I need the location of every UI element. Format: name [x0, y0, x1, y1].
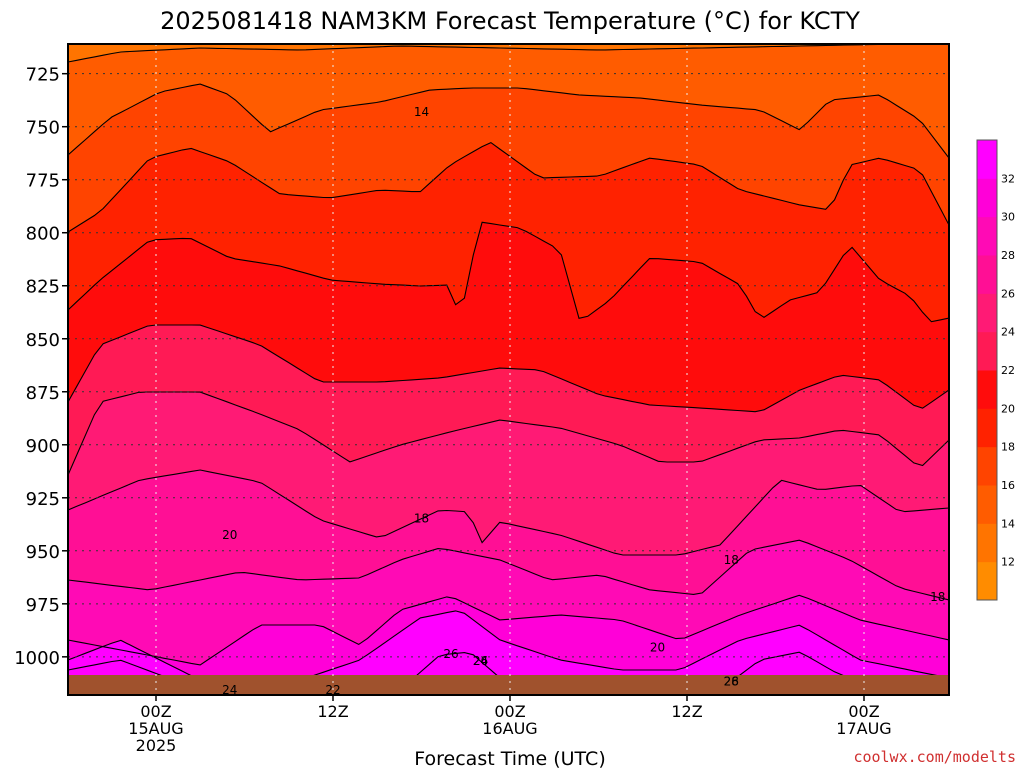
contour-label: 18: [930, 590, 945, 604]
contour-line: [68, 391, 949, 476]
colorbar-segment: [977, 216, 997, 256]
colorbar-tick-label: 32: [1001, 172, 1015, 185]
y-axis: 725 750 775 800 825 850 875 900 925 950 975 1000: [14, 65, 68, 669]
x-tick-label: 00Z: [848, 702, 879, 721]
ground-layer: [68, 675, 949, 695]
x-axis-label: Forecast Time (UTC): [414, 748, 605, 768]
y-tick-label: 850: [26, 330, 60, 351]
contour-label: 20: [222, 528, 237, 542]
temp-band: [68, 44, 949, 62]
contour-line: [68, 44, 949, 63]
temp-band: [68, 392, 949, 555]
temp-band: [68, 595, 949, 680]
contour-lines: [68, 44, 949, 691]
contour-label: 24: [222, 683, 237, 697]
y-tick-label: 725: [26, 65, 60, 86]
contour-line: [68, 539, 949, 601]
contour-line: [68, 324, 949, 413]
y-tick-label: 950: [26, 542, 60, 563]
colorbar-tick-label: 18: [1001, 441, 1015, 454]
x-tick-label: 00Z: [494, 702, 525, 721]
colorbar-tick-label: 26: [1001, 287, 1015, 300]
watermark[interactable]: coolwx.com/modelts: [853, 748, 1016, 766]
contour-label: 14: [414, 105, 429, 119]
temperature-bands: [68, 44, 949, 695]
contour-labels: 1414161818182020202222242424262626262828: [222, 105, 945, 697]
x-tick-label: 17AUG: [836, 719, 891, 738]
contour-label: 18: [414, 512, 429, 526]
colorbar-segment: [977, 140, 997, 179]
chart-title: 2025081418 NAM3KM Forecast Temperature (…: [160, 7, 860, 35]
y-tick-label: 875: [26, 383, 60, 404]
colorbar-segment: [977, 370, 997, 409]
colorbar-frame: [976, 139, 998, 601]
colorbar-segment: [977, 485, 997, 524]
temp-band: [68, 222, 949, 412]
contour-line: [68, 594, 949, 666]
contour-label: 24: [473, 654, 488, 668]
y-tick-label: 900: [26, 436, 60, 457]
contour-label: 26: [473, 654, 488, 668]
temp-band: [68, 540, 949, 665]
colorbar-tick-label: 28: [1001, 249, 1015, 262]
colorbar-tick-label: 30: [1001, 211, 1015, 224]
x-tick-label: 16AUG: [482, 719, 537, 738]
plot-frame: [67, 43, 950, 696]
colorbar-tick-label: 12: [1001, 556, 1015, 569]
temp-band: [68, 470, 949, 600]
colorbar-segment: [977, 446, 997, 486]
contour-label: 26: [724, 675, 739, 689]
contour-line: [68, 469, 949, 556]
colorbar-segment: [977, 293, 997, 333]
colorbar-segment: [977, 178, 997, 218]
contour-label: 20: [650, 641, 665, 655]
x-tick-label: 00Z: [140, 702, 171, 721]
x-tick-label: 2025: [136, 736, 177, 755]
colorbar-segment: [977, 523, 997, 563]
temp-band: [68, 142, 949, 322]
contour-label: 22: [325, 683, 340, 697]
contour-label: 26: [443, 647, 458, 661]
colorbar-tick-label: 22: [1001, 364, 1015, 377]
temp-band: [68, 44, 949, 158]
temp-band: [68, 84, 949, 232]
y-tick-label: 925: [26, 489, 60, 510]
contour-line: [68, 83, 949, 159]
y-tick-label: 750: [26, 118, 60, 139]
ground-strip: [68, 675, 949, 695]
colorbar-segment: [977, 255, 997, 294]
colorbar-tick-label: 14: [1001, 517, 1015, 530]
colorbar-segment: [977, 561, 997, 601]
colorbar-tick-label: 20: [1001, 402, 1015, 415]
y-tick-label: 1000: [14, 648, 60, 669]
y-tick-label: 825: [26, 277, 60, 298]
x-tick-label: 15AUG: [128, 719, 183, 738]
contour-label: 28: [724, 675, 739, 689]
y-tick-label: 975: [26, 595, 60, 616]
x-tick-label: 12Z: [317, 702, 348, 721]
colorbar-tick-label: 16: [1001, 479, 1015, 492]
y-tick-label: 775: [26, 171, 60, 192]
contour-line: [68, 141, 949, 233]
y-tick-label: 800: [26, 224, 60, 245]
colorbar-segment: [977, 331, 997, 371]
temp-band: [68, 610, 949, 690]
colorbar: 12 14 16 18 20 22 24 26 28 30 32: [976, 139, 1015, 601]
contour-label: 18: [724, 553, 739, 567]
colorbar-segment: [977, 408, 997, 448]
contour-line: [68, 221, 949, 323]
colorbar-tick-label: 24: [1001, 326, 1015, 339]
x-tick-label: 12Z: [671, 702, 702, 721]
